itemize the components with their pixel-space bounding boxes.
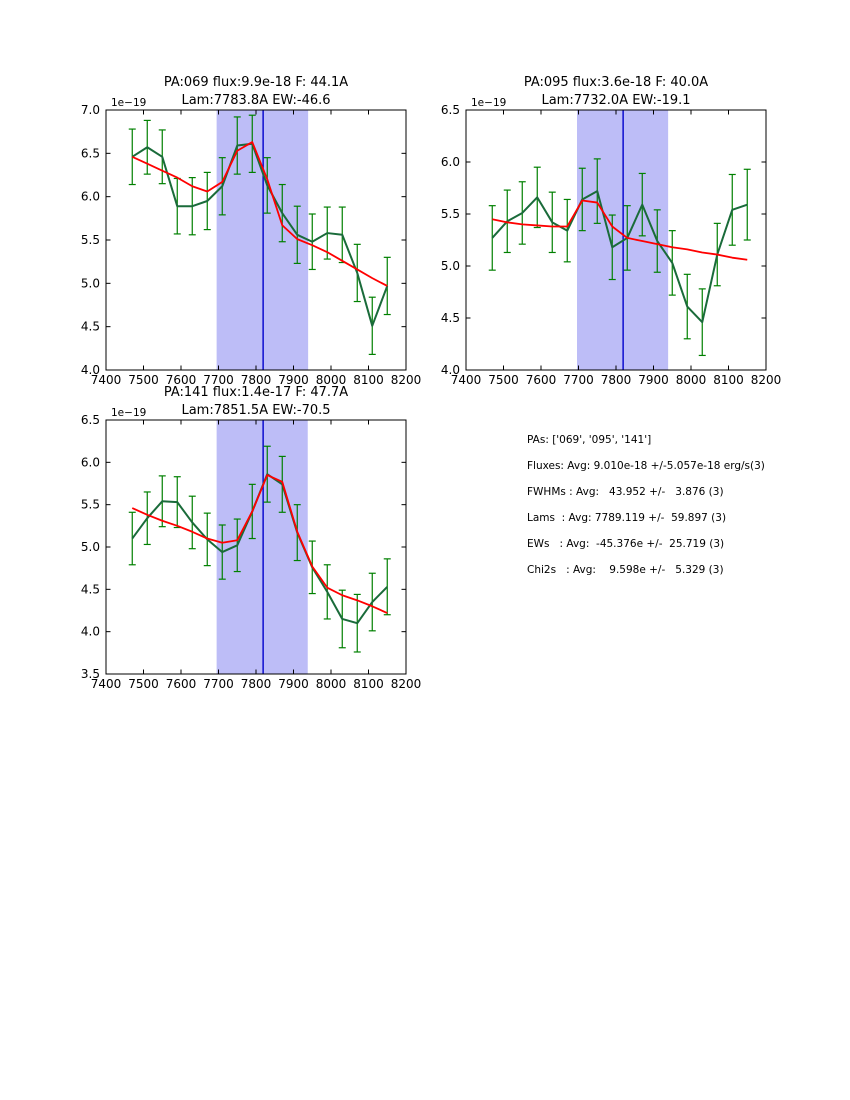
- fit-line: [131, 474, 388, 614]
- x-tick-label: 7800: [241, 677, 272, 691]
- x-tick-label: 8000: [316, 373, 347, 387]
- y-tick-label: 6.0: [81, 190, 100, 204]
- x-tick-label: 7400: [451, 373, 482, 387]
- x-tick-label: 7900: [638, 373, 669, 387]
- plot-area: [128, 110, 391, 370]
- fit-window-band: [216, 110, 309, 370]
- chart-title-line2: Lam:7851.5A EW:-70.5: [181, 403, 330, 418]
- x-tick-label: 8200: [751, 373, 782, 387]
- stats-line-ews: EWs : Avg: -45.376e +/- 25.719 (3): [527, 538, 725, 550]
- chart-pa095: 7400 7500 7600 7700 7800 7900 8000 8100 8200 4.0 4…: [441, 75, 782, 387]
- fit-window-band: [216, 420, 308, 674]
- y-tick-label: 4.0: [81, 363, 100, 377]
- y-axis-offset-label: 1e−19: [471, 97, 506, 109]
- chart-title-line1: PA:069 flux:9.9e-18 F: 44.1A: [164, 75, 348, 90]
- x-tick-label: 7700: [203, 677, 234, 691]
- x-tick-label: 8200: [391, 373, 422, 387]
- x-tick-label: 7400: [91, 677, 122, 691]
- x-tick-label: 7900: [278, 677, 309, 691]
- x-tick-label: 7600: [166, 677, 197, 691]
- y-tick-label: 5.5: [81, 498, 100, 512]
- fit-line: [492, 199, 748, 261]
- x-tick-label: 7700: [563, 373, 594, 387]
- x-tick-label: 7400: [91, 373, 122, 387]
- plot-area: [128, 420, 391, 674]
- y-axis-offset-label: 1e−19: [111, 97, 146, 109]
- fit-line: [131, 141, 388, 287]
- y-tick-label: 5.5: [441, 207, 460, 221]
- y-tick-label: 5.0: [81, 276, 100, 290]
- x-tick-label: 8100: [713, 373, 744, 387]
- x-tick-label: 8100: [353, 373, 384, 387]
- y-tick-label: 4.0: [441, 363, 460, 377]
- chart-pa141: 7400 7500 7600 7700 7800 7900 8000 8100 8200 3.5 4…: [81, 385, 422, 691]
- stats-line-fluxes: Fluxes: Avg: 9.010e-18 +/-5.057e-18 erg/…: [527, 460, 765, 472]
- y-tick-label: 6.5: [441, 103, 460, 117]
- y-tick-label: 4.5: [81, 582, 100, 596]
- stats-line-fwhms: FWHMs : Avg: 43.952 +/- 3.876 (3): [527, 486, 724, 498]
- y-tick-label: 4.5: [81, 320, 100, 334]
- y-tick-label: 3.5: [81, 667, 100, 681]
- x-tick-label: 7700: [203, 373, 234, 387]
- stats-line-lams: Lams : Avg: 7789.119 +/- 59.897 (3): [527, 512, 727, 524]
- x-tick-label: 8000: [676, 373, 707, 387]
- spectrum-line: [131, 142, 389, 327]
- y-tick-label: 6.0: [81, 455, 100, 469]
- y-axis-offset-label: 1e−19: [111, 407, 146, 419]
- chart-title-line2: Lam:7783.8A EW:-46.6: [181, 93, 330, 108]
- stats-line-pas: PAs: ['069', '095', '141']: [527, 434, 652, 446]
- x-tick-label: 7800: [241, 373, 272, 387]
- y-tick-label: 6.5: [81, 413, 100, 427]
- y-tick-label: 5.0: [441, 259, 460, 273]
- axis-ticks: [105, 109, 407, 371]
- y-tick-label: 6.5: [81, 146, 100, 160]
- y-tick-label: 4.5: [441, 311, 460, 325]
- y-tick-label: 7.0: [81, 103, 100, 117]
- x-tick-label: 8200: [391, 677, 422, 691]
- x-tick-label: 7900: [278, 373, 309, 387]
- chart-title-line2: Lam:7732.0A EW:-19.1: [541, 93, 690, 108]
- x-tick-label: 8100: [353, 677, 384, 691]
- chart-title-line1: PA:095 flux:3.6e-18 F: 40.0A: [524, 75, 708, 90]
- axis-ticks: [105, 419, 407, 675]
- y-tick-label: 6.0: [441, 155, 460, 169]
- x-tick-label: 7800: [601, 373, 632, 387]
- x-tick-label: 7500: [488, 373, 519, 387]
- axis-ticks: [465, 109, 767, 371]
- x-tick-label: 7500: [128, 373, 159, 387]
- y-tick-label: 4.0: [81, 625, 100, 639]
- chart-title-line1: PA:141 flux:1.4e-17 F: 47.7A: [164, 385, 348, 400]
- chart-pa069: 7400 7500 7600 7700 7800 7900 8000 8100 8200 4.0 4…: [81, 75, 422, 387]
- y-tick-label: 5.0: [81, 540, 100, 554]
- x-tick-label: 7600: [166, 373, 197, 387]
- y-tick-label: 5.5: [81, 233, 100, 247]
- plot-area: [488, 110, 751, 370]
- x-tick-label: 7500: [128, 677, 159, 691]
- stats-line-chi2s: Chi2s : Avg: 9.598e +/- 5.329 (3): [527, 564, 724, 576]
- spectrum-line: [491, 190, 748, 324]
- x-tick-label: 8000: [316, 677, 347, 691]
- stats-panel: PAs: ['069', '095', '141'] Fluxes: Avg: …: [527, 427, 765, 583]
- x-tick-label: 7600: [526, 373, 557, 387]
